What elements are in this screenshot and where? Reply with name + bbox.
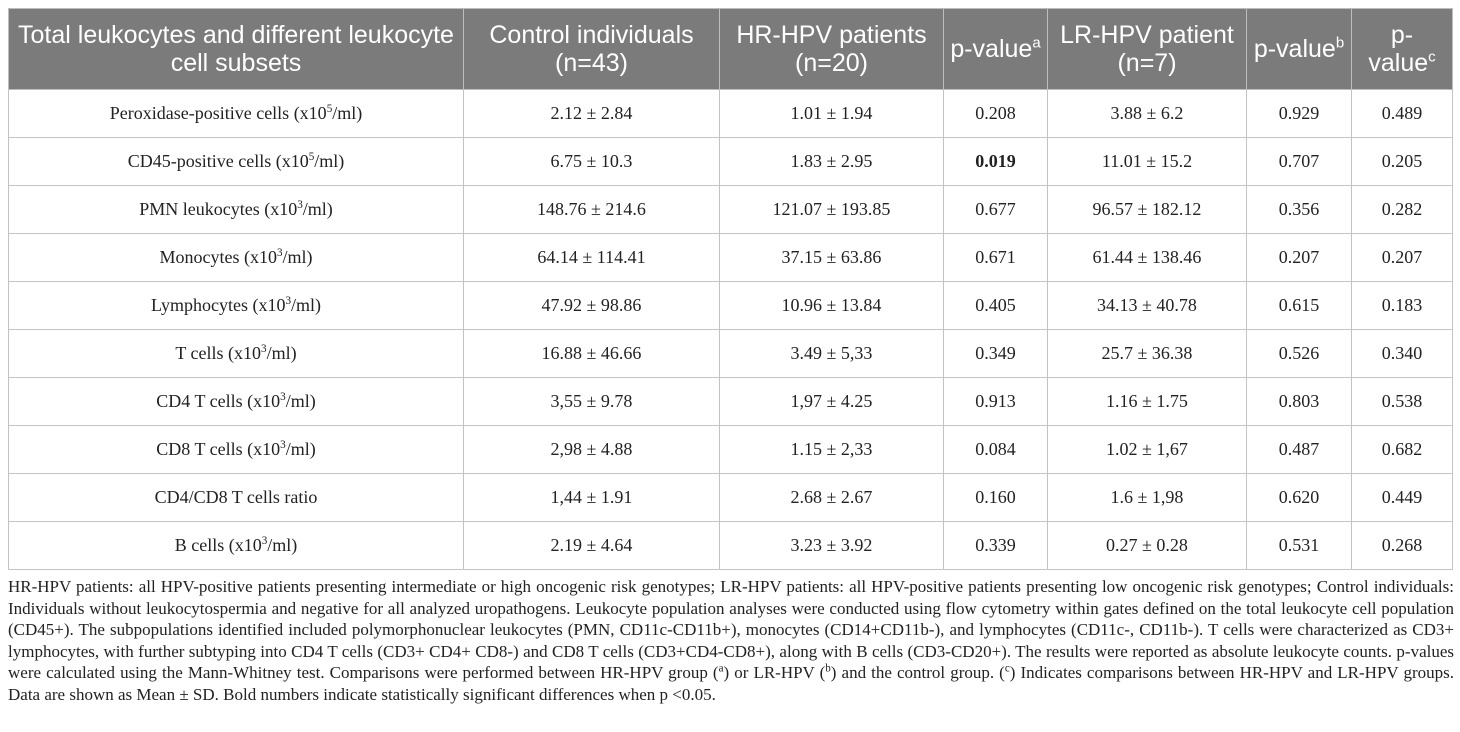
cell-p-value-b: 0.615 [1246,281,1352,330]
table-row: CD45-positive cells (x105/ml) 6.75 ± 10.3… [8,137,1453,186]
cell-p-value-b: 0.803 [1246,377,1352,426]
cell-lr-hpv: 34.13 ± 40.78 [1047,281,1247,330]
cell-hr-hpv: 37.15 ± 63.86 [719,233,944,282]
cell-lr-hpv: 3.88 ± 6.2 [1047,89,1247,138]
cell-p-value-c: 0.205 [1351,137,1453,186]
table-row: CD4 T cells (x103/ml) 3,55 ± 9.78 1,97 ± 4… [8,377,1453,426]
table-body: Peroxidase-positive cells (x105/ml) 2.12 … [8,89,1453,570]
cell-lr-hpv: 1.16 ± 1.75 [1047,377,1247,426]
row-label: CD8 T cells (x103/ml) [8,425,464,474]
cell-p-value-a: 0.349 [943,329,1048,378]
cell-control: 1,44 ± 1.91 [463,473,720,522]
cell-p-value-a: 0.913 [943,377,1048,426]
row-label: B cells (x103/ml) [8,521,464,570]
header-p-value-c: p-valuec [1351,8,1453,90]
cell-p-value-a: 0.208 [943,89,1048,138]
cell-control: 3,55 ± 9.78 [463,377,720,426]
cell-lr-hpv: 1.6 ± 1,98 [1047,473,1247,522]
cell-hr-hpv: 1.15 ± 2,33 [719,425,944,474]
table-row: Monocytes (x103/ml) 64.14 ± 114.41 37.15 ±… [8,233,1453,282]
cell-p-value-b: 0.356 [1246,185,1352,234]
cell-p-value-c: 0.268 [1351,521,1453,570]
cell-p-value-a: 0.677 [943,185,1048,234]
cell-hr-hpv: 1.01 ± 1.94 [719,89,944,138]
header-lr-hpv: LR-HPV patient (n=7) [1047,8,1247,90]
cell-hr-hpv: 1.83 ± 2.95 [719,137,944,186]
header-p-value-a: p-valuea [943,8,1048,90]
cell-lr-hpv: 0.27 ± 0.28 [1047,521,1247,570]
row-label: PMN leukocytes (x103/ml) [8,185,464,234]
cell-p-value-c: 0.682 [1351,425,1453,474]
table-row: B cells (x103/ml) 2.19 ± 4.64 3.23 ± 3.92 0… [8,521,1453,570]
data-table-container: Total leukocytes and different leukocyte… [8,8,1453,570]
cell-hr-hpv: 2.68 ± 2.67 [719,473,944,522]
row-label: Monocytes (x103/ml) [8,233,464,282]
table-row: Peroxidase-positive cells (x105/ml) 2.12 … [8,89,1453,138]
row-label: CD45-positive cells (x105/ml) [8,137,464,186]
cell-p-value-c: 0.489 [1351,89,1453,138]
cell-lr-hpv: 25.7 ± 36.38 [1047,329,1247,378]
cell-lr-hpv: 96.57 ± 182.12 [1047,185,1247,234]
cell-hr-hpv: 3.23 ± 3.92 [719,521,944,570]
cell-p-value-a: 0.405 [943,281,1048,330]
cell-p-value-b: 0.707 [1246,137,1352,186]
cell-control: 64.14 ± 114.41 [463,233,720,282]
row-label: T cells (x103/ml) [8,329,464,378]
cell-control: 148.76 ± 214.6 [463,185,720,234]
row-label: Peroxidase-positive cells (x105/ml) [8,89,464,138]
cell-control: 2.12 ± 2.84 [463,89,720,138]
cell-hr-hpv: 3.49 ± 5,33 [719,329,944,378]
cell-p-value-a: 0.671 [943,233,1048,282]
header-subsets: Total leukocytes and different leukocyte… [8,8,464,90]
cell-p-value-c: 0.340 [1351,329,1453,378]
header-hr-hpv: HR-HPV patients (n=20) [719,8,944,90]
cell-p-value-b: 0.531 [1246,521,1352,570]
cell-lr-hpv: 61.44 ± 138.46 [1047,233,1247,282]
cell-p-value-a: 0.019 [943,137,1048,186]
row-label: CD4/CD8 T cells ratio [8,473,464,522]
cell-p-value-c: 0.207 [1351,233,1453,282]
cell-control: 47.92 ± 98.86 [463,281,720,330]
header-p-value-b: p-valueb [1246,8,1352,90]
cell-control: 16.88 ± 46.66 [463,329,720,378]
cell-p-value-a: 0.084 [943,425,1048,474]
cell-control: 6.75 ± 10.3 [463,137,720,186]
cell-p-value-c: 0.183 [1351,281,1453,330]
cell-p-value-a: 0.339 [943,521,1048,570]
cell-p-value-b: 0.487 [1246,425,1352,474]
cell-p-value-b: 0.526 [1246,329,1352,378]
cell-hr-hpv: 10.96 ± 13.84 [719,281,944,330]
leukocyte-table: Total leukocytes and different leukocyte… [8,8,1453,570]
cell-control: 2,98 ± 4.88 [463,425,720,474]
cell-hr-hpv: 121.07 ± 193.85 [719,185,944,234]
table-row: T cells (x103/ml) 16.88 ± 46.66 3.49 ± 5,3… [8,329,1453,378]
cell-p-value-c: 0.282 [1351,185,1453,234]
table-header-row: Total leukocytes and different leukocyte… [8,8,1453,90]
row-label: CD4 T cells (x103/ml) [8,377,464,426]
cell-p-value-a: 0.160 [943,473,1048,522]
table-row: CD4/CD8 T cells ratio 1,44 ± 1.91 2.68 ± 2… [8,473,1453,522]
cell-lr-hpv: 1.02 ± 1,67 [1047,425,1247,474]
cell-p-value-c: 0.449 [1351,473,1453,522]
cell-p-value-b: 0.207 [1246,233,1352,282]
table-row: CD8 T cells (x103/ml) 2,98 ± 4.88 1.15 ± 2… [8,425,1453,474]
cell-p-value-c: 0.538 [1351,377,1453,426]
cell-control: 2.19 ± 4.64 [463,521,720,570]
table-footnote: HR-HPV patients: all HPV-positive patien… [8,577,1454,704]
cell-p-value-b: 0.929 [1246,89,1352,138]
row-label: Lymphocytes (x103/ml) [8,281,464,330]
cell-p-value-b: 0.620 [1246,473,1352,522]
cell-lr-hpv: 11.01 ± 15.2 [1047,137,1247,186]
cell-hr-hpv: 1,97 ± 4.25 [719,377,944,426]
header-control: Control individuals (n=43) [463,8,720,90]
table-row: Lymphocytes (x103/ml) 47.92 ± 98.86 10.96 … [8,281,1453,330]
table-row: PMN leukocytes (x103/ml) 148.76 ± 214.6 12… [8,185,1453,234]
